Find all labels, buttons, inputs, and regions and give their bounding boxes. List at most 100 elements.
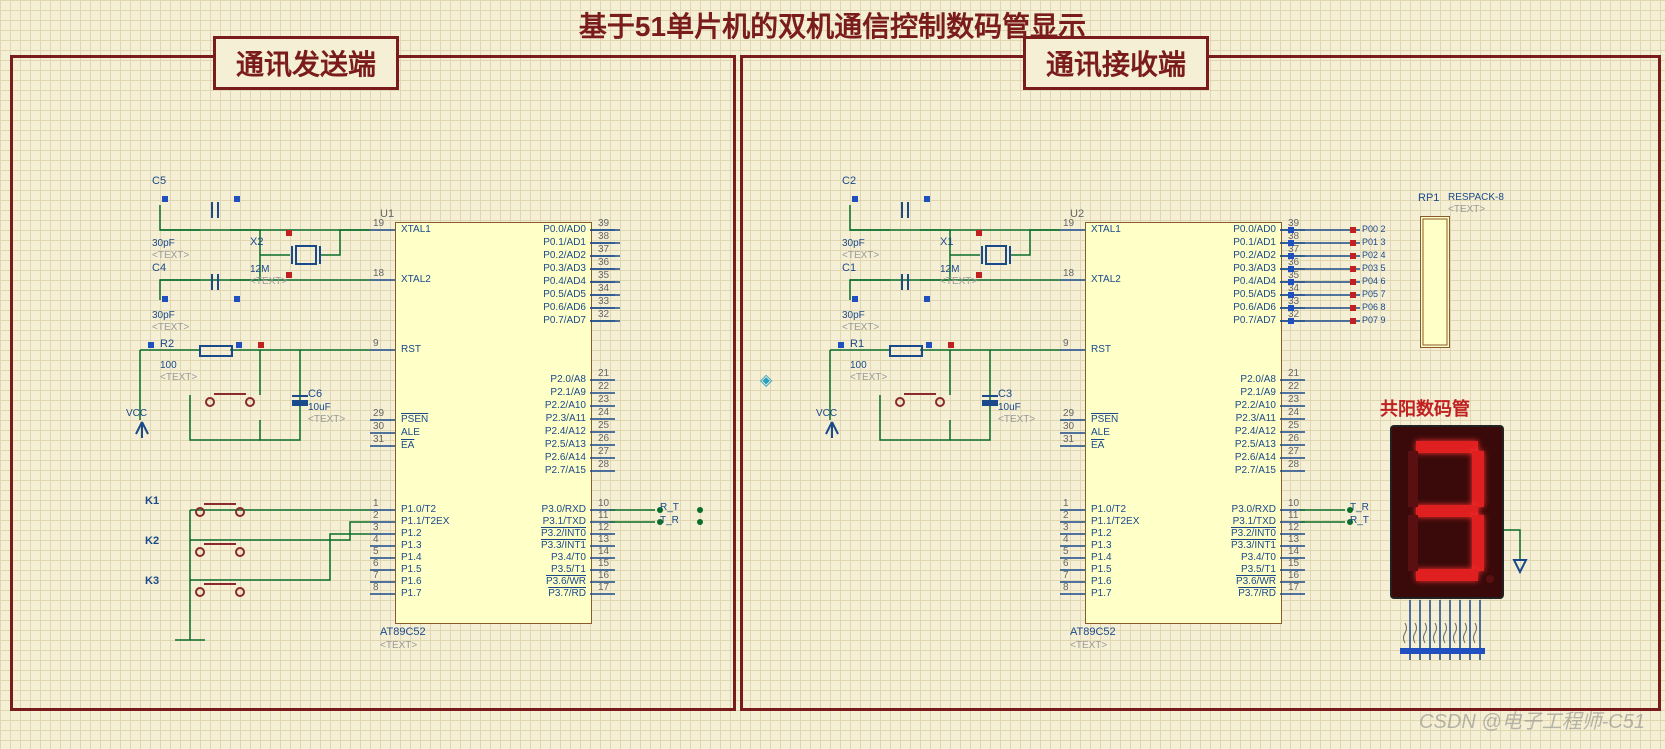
pin-num: 13 <box>598 534 609 545</box>
pin-num: 28 <box>598 459 609 470</box>
r1-txt: <TEXT> <box>850 372 887 383</box>
pin-label: P2.7/A15 <box>1214 465 1276 476</box>
pin-num: 8 <box>373 582 379 593</box>
pin-num: 37 <box>598 244 609 255</box>
pin-label: P3.5/T1 <box>1214 564 1276 575</box>
u1-text: <TEXT> <box>380 640 417 651</box>
pin-label: P1.1/T2EX <box>401 516 449 527</box>
c3-txt: <TEXT> <box>998 414 1035 425</box>
pin-label: P2.7/A15 <box>524 465 586 476</box>
pin-num: 35 <box>598 270 609 281</box>
pin-num: 21 <box>1288 368 1299 379</box>
pin-num: 31 <box>373 434 384 445</box>
pin-label: P0.5/AD5 <box>1214 289 1276 300</box>
pin-label: P0.7/AD7 <box>1214 315 1276 326</box>
button-reset-l <box>200 388 260 417</box>
pin-num: 12 <box>598 522 609 533</box>
pin-label: P3.3/INT1 <box>524 540 586 551</box>
pin-label: P0.2/AD2 <box>1214 250 1276 261</box>
pin-num: 1 <box>373 498 379 509</box>
pin-label: P1.1/T2EX <box>1091 516 1139 527</box>
pin-label: P1.2 <box>401 528 422 539</box>
net-label: P02 4 <box>1362 250 1386 260</box>
c3-ref: C3 <box>998 388 1012 400</box>
pin-num: 36 <box>598 257 609 268</box>
r2-ref: R2 <box>160 338 174 350</box>
pin-label: XTAL1 <box>1091 224 1121 235</box>
pin-num: 25 <box>1288 420 1299 431</box>
c4-txt: <TEXT> <box>152 322 189 333</box>
pin-num: 19 <box>1063 218 1074 229</box>
pin-label: P1.7 <box>1091 588 1112 599</box>
c1-ref: C1 <box>842 262 856 274</box>
pin-label: P2.4/A12 <box>1214 426 1276 437</box>
pin-label: P2.5/A13 <box>1214 439 1276 450</box>
pin-label: P3.4/T0 <box>524 552 586 563</box>
pin-label: P0.4/AD4 <box>1214 276 1276 287</box>
r1-val: 100 <box>850 360 867 371</box>
button-k2 <box>190 538 260 567</box>
pin-num: 14 <box>598 546 609 557</box>
pin-num: 5 <box>1063 546 1069 557</box>
pin-num: 32 <box>598 309 609 320</box>
c4-val: 30pF <box>152 310 175 321</box>
respack-rp1 <box>1420 216 1450 348</box>
pin-num: 7 <box>373 570 379 581</box>
pin-num: 10 <box>598 498 609 509</box>
pin-label: P0.1/AD1 <box>1214 237 1276 248</box>
pin-label: P3.7/RD <box>1214 588 1276 599</box>
cap-c2 <box>888 200 922 225</box>
pin-label: P2.4/A12 <box>524 426 586 437</box>
pin-label: P0.6/AD6 <box>1214 302 1276 313</box>
cap-c5 <box>198 200 232 225</box>
net-label: P04 6 <box>1362 276 1386 286</box>
k2-label: K2 <box>145 535 159 547</box>
x2-txt: <TEXT> <box>250 276 287 287</box>
pin-num: 3 <box>373 522 379 533</box>
c6-val: 10uF <box>308 402 331 413</box>
pin-label: P0.0/AD0 <box>1214 224 1276 235</box>
c3-val: 10uF <box>998 402 1021 413</box>
c4-ref: C4 <box>152 262 166 274</box>
pin-label: P1.3 <box>1091 540 1112 551</box>
main-title: 基于51单片机的双机通信控制数码管显示 <box>579 5 1086 45</box>
pin-label: P1.6 <box>1091 576 1112 587</box>
pin-label: XTAL2 <box>1091 274 1121 285</box>
pin-label: ALE <box>1091 427 1110 438</box>
net-tr-l: T_R <box>660 515 679 526</box>
panel-sender: 通讯发送端 <box>10 55 736 711</box>
k3-label: K3 <box>145 575 159 587</box>
panel-sender-title: 通讯发送端 <box>213 36 399 90</box>
pin-label: EA <box>401 440 414 451</box>
pin-num: 9 <box>1063 338 1069 349</box>
c5-val: 30pF <box>152 238 175 249</box>
button-k1 <box>190 498 260 527</box>
pin-label: P3.0/RXD <box>524 504 586 515</box>
watermark: CSDN @电子工程师-C51 <box>1419 705 1645 734</box>
pin-label: P0.0/AD0 <box>524 224 586 235</box>
pin-label: P3.0/RXD <box>1214 504 1276 515</box>
x2-val: 12M <box>250 264 269 275</box>
net-label: P06 8 <box>1362 302 1386 312</box>
pin-label: P1.4 <box>1091 552 1112 563</box>
k1-label: K1 <box>145 495 159 507</box>
pin-label: P1.5 <box>1091 564 1112 575</box>
pin-label: P0.1/AD1 <box>524 237 586 248</box>
pin-label: P3.2/INT0 <box>524 528 586 539</box>
u1-part: AT89C52 <box>380 626 426 638</box>
pin-label: P3.7/RD <box>524 588 586 599</box>
pin-num: 7 <box>1063 570 1069 581</box>
pin-label: P2.2/A10 <box>1214 400 1276 411</box>
pin-num: 30 <box>1063 421 1074 432</box>
pin-num: 2 <box>1063 510 1069 521</box>
c2-val: 30pF <box>842 238 865 249</box>
pin-label: P0.4/AD4 <box>524 276 586 287</box>
display-label: 共阳数码管 <box>1380 400 1470 420</box>
pin-label: P1.0/T2 <box>401 504 436 515</box>
pin-label: P0.3/AD3 <box>1214 263 1276 274</box>
net-tr-r: T_R <box>1350 502 1369 513</box>
c1-val: 30pF <box>842 310 865 321</box>
resistor-r1 <box>888 344 924 363</box>
pin-num: 38 <box>598 231 609 242</box>
pin-num: 39 <box>598 218 609 229</box>
